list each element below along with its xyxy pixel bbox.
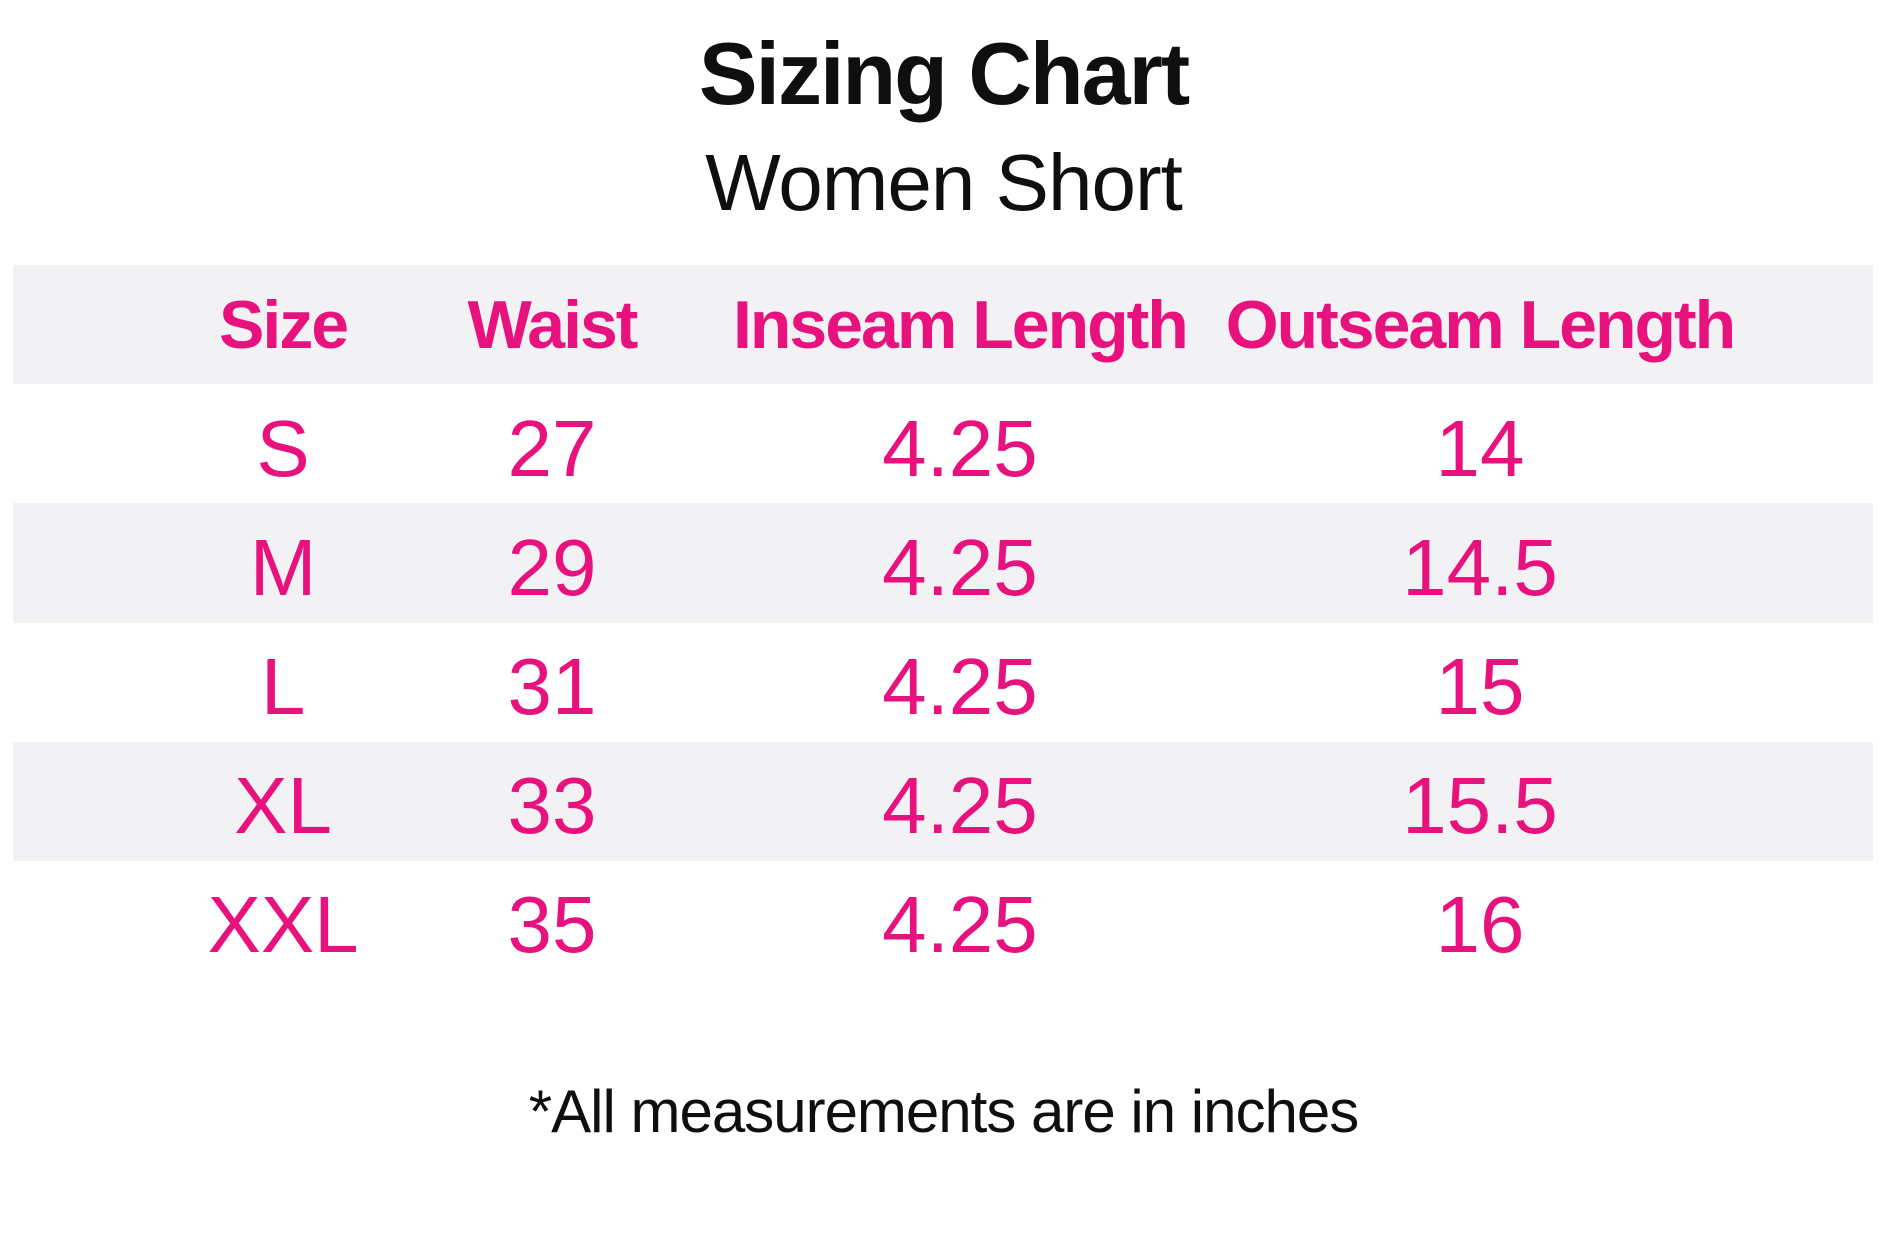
cell-waist: 27 xyxy=(507,403,597,493)
cell-size: S xyxy=(256,403,310,493)
table-row-m: M 29 4.25 14.5 xyxy=(13,503,1873,623)
cell-size: XXL xyxy=(207,880,359,970)
cell-inseam: 4.25 xyxy=(882,880,1038,970)
cell-outseam: 15.5 xyxy=(1402,761,1558,851)
page-subtitle: Women Short xyxy=(705,138,1183,227)
table-row-s: S 27 4.25 14 xyxy=(13,384,1873,504)
cell-size: XL xyxy=(234,761,332,851)
cell-outseam: 16 xyxy=(1435,880,1525,970)
cell-inseam: 4.25 xyxy=(882,642,1038,732)
cell-inseam: 4.25 xyxy=(882,761,1038,851)
table-header-row: Size Waist Inseam Length Outseam Length xyxy=(13,265,1873,385)
cell-outseam: 14 xyxy=(1435,403,1525,493)
cell-outseam: 15 xyxy=(1435,642,1525,732)
cell-waist: 29 xyxy=(507,522,597,612)
cell-waist: 35 xyxy=(507,880,597,970)
page-title: Sizing Chart xyxy=(698,24,1190,123)
column-header-outseam: Outseam Length xyxy=(1225,286,1736,363)
cell-waist: 31 xyxy=(507,642,597,732)
cell-size: M xyxy=(249,522,317,612)
sizing-table: Size Waist Inseam Length Outseam Length … xyxy=(13,265,1873,981)
table-row-xxl: XXL 35 4.25 16 xyxy=(13,860,1873,981)
column-header-waist: Waist xyxy=(467,286,639,363)
cell-waist: 33 xyxy=(507,761,597,851)
cell-inseam: 4.25 xyxy=(882,403,1038,493)
column-header-size: Size xyxy=(219,286,349,363)
cell-outseam: 14.5 xyxy=(1402,522,1558,612)
cell-size: L xyxy=(260,642,306,732)
cell-inseam: 4.25 xyxy=(882,522,1038,612)
table-row-xl: XL 33 4.25 15.5 xyxy=(13,741,1873,861)
column-header-inseam: Inseam Length xyxy=(732,286,1189,363)
measurements-footnote: *All measurements are in inches xyxy=(528,1078,1359,1145)
table-row-l: L 31 4.25 15 xyxy=(13,622,1873,742)
